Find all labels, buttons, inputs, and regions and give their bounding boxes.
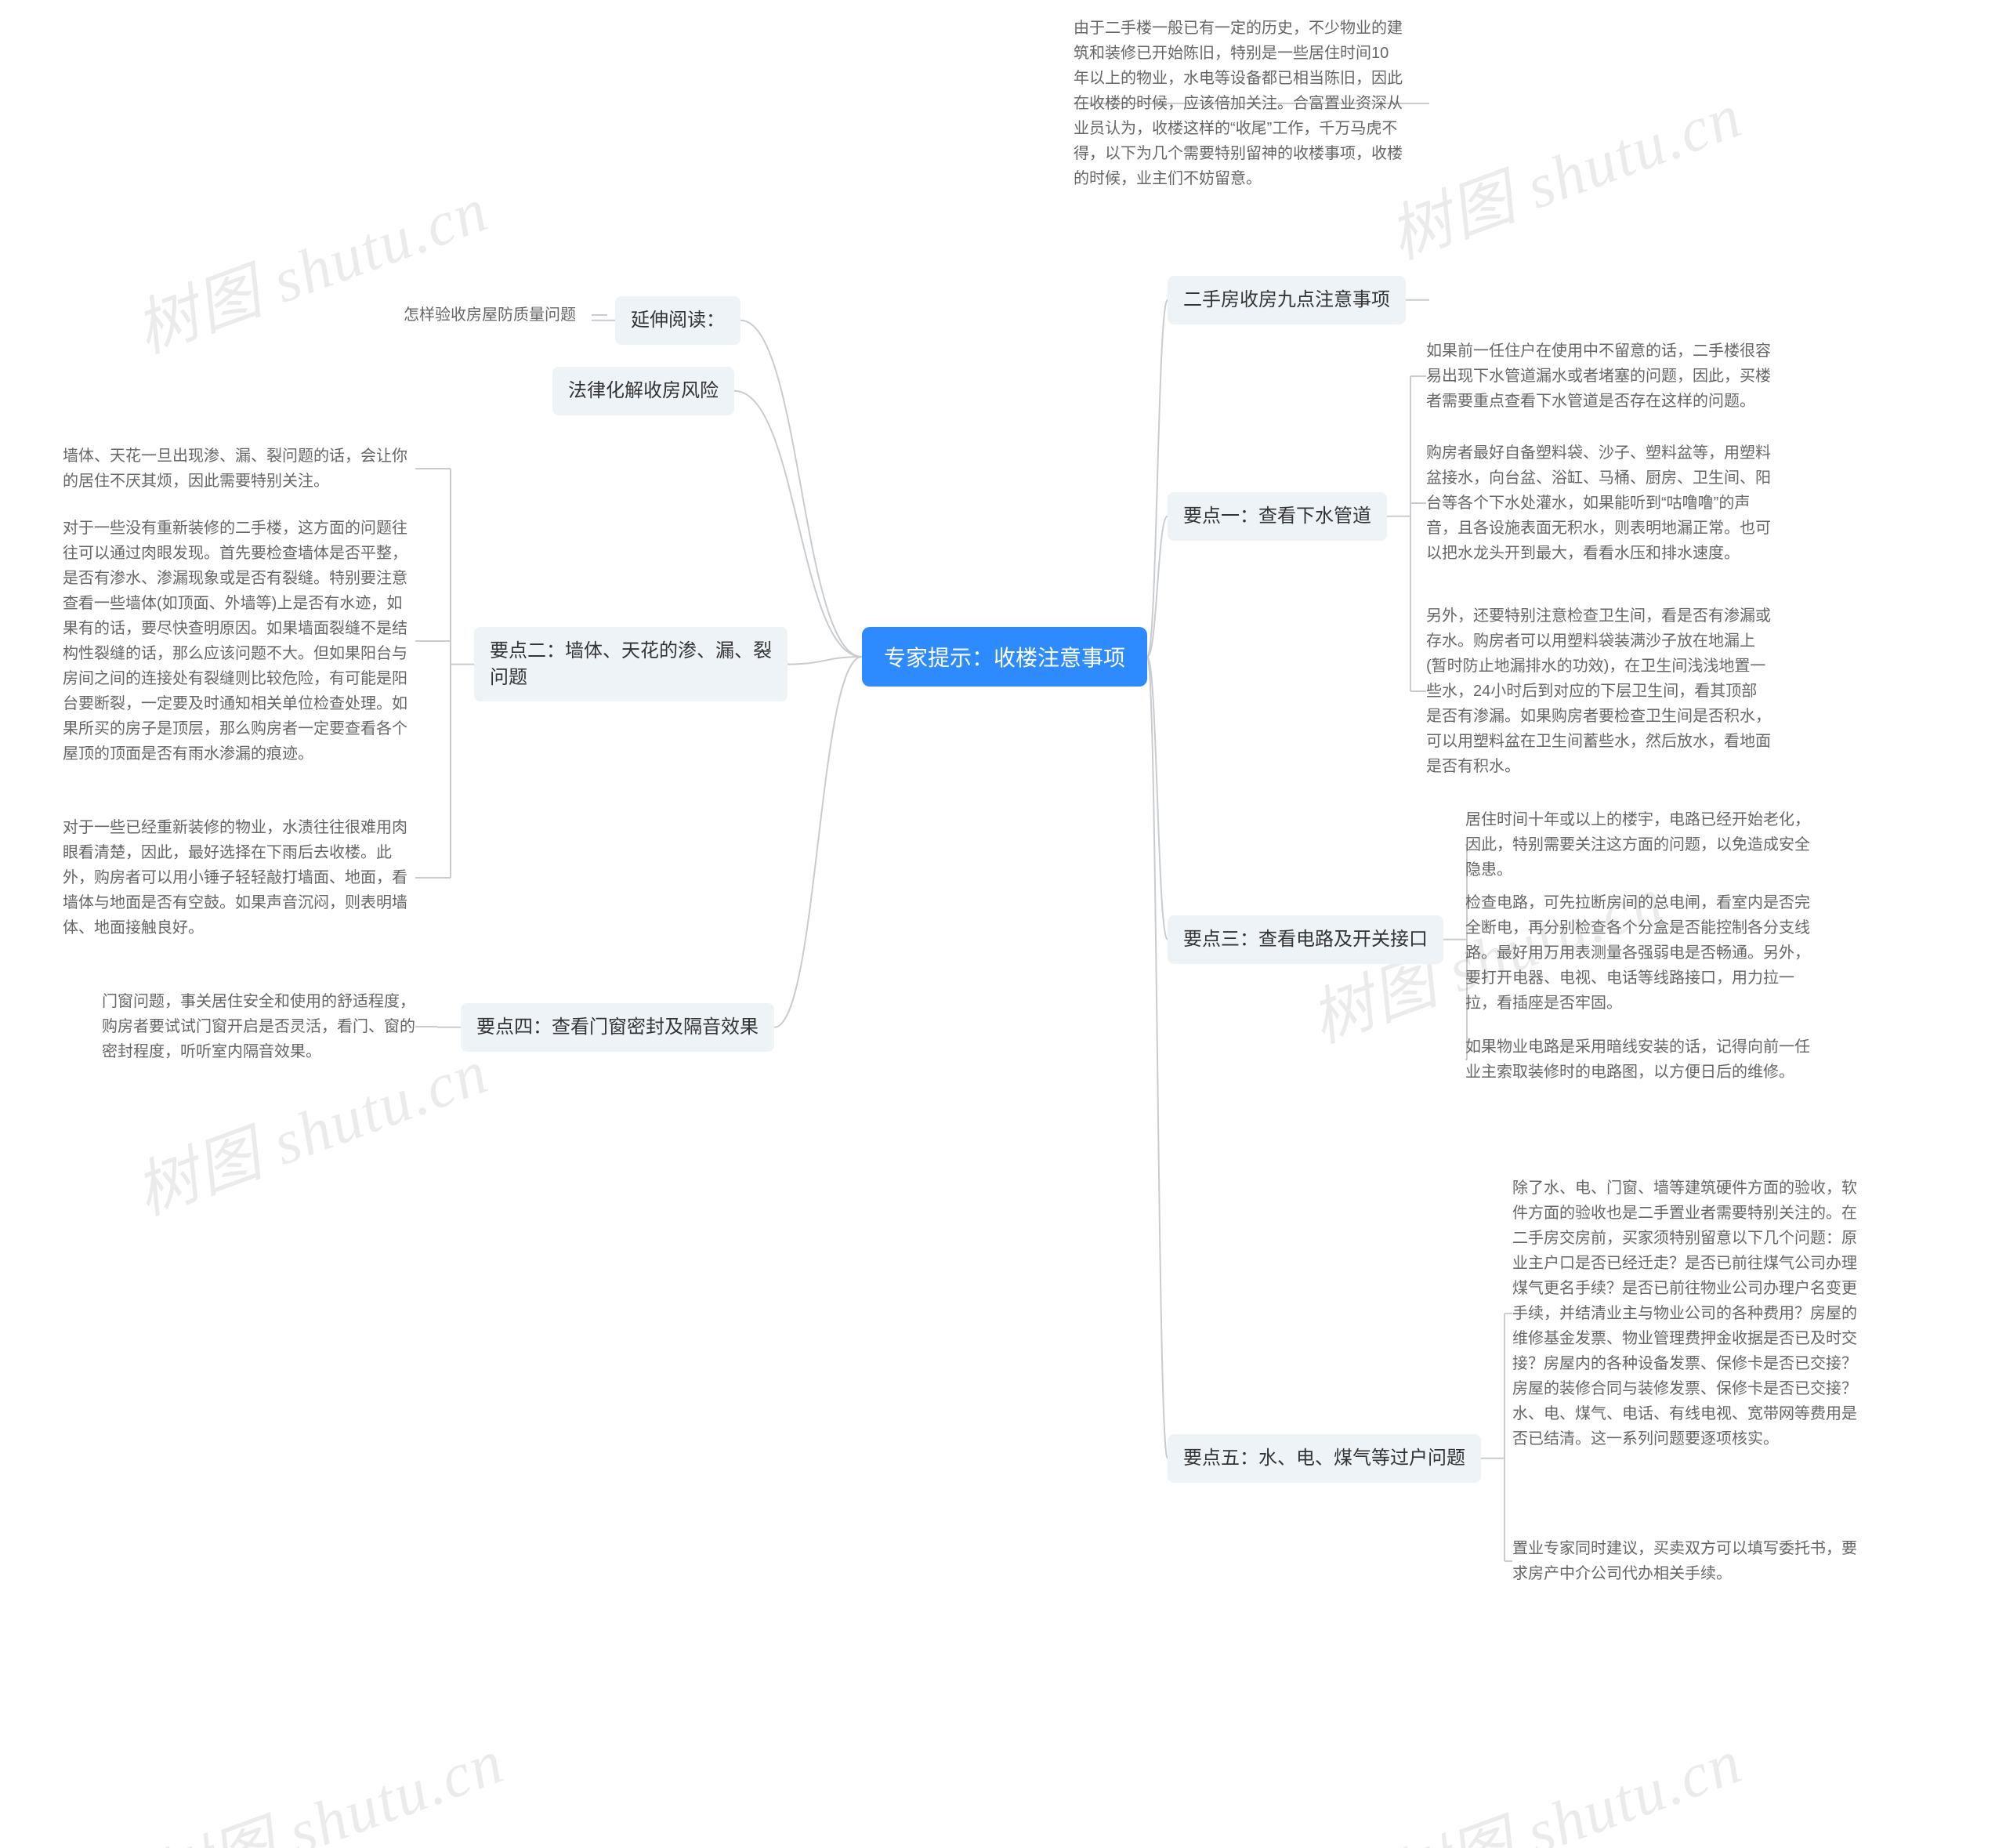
leaf-node: 如果前一任住户在使用中不留意的话，二手楼很容易出现下水管道漏水或者堵塞的问题，因…: [1426, 339, 1771, 414]
watermark: 树图 shutu.cn: [1374, 1711, 1752, 1848]
watermark: 树图 shutu.cn: [1374, 65, 1752, 277]
branch-node[interactable]: 延伸阅读：: [615, 296, 740, 345]
leaf-node: 门窗问题，事关居住安全和使用的舒适程度，购房者要试试门窗开启是否灵活，看门、窗的…: [102, 989, 415, 1064]
branch-node[interactable]: 要点五：水、电、煤气等过户问题: [1168, 1434, 1481, 1483]
leaf-node: 如果物业电路是采用暗线安装的话，记得向前一任业主索取装修时的电路图，以方便日后的…: [1465, 1035, 1810, 1085]
leaf-node: 怎样验收房屋防质量问题: [404, 303, 607, 328]
leaf-node: 置业专家同时建议，买卖双方可以填写委托书，要求房产中介公司代办相关手续。: [1512, 1536, 1865, 1586]
branch-node[interactable]: 要点二：墙体、天花的渗、漏、裂 问题: [474, 627, 788, 701]
leaf-node: 对于一些已经重新装修的物业，水渍往往很难用肉眼看清楚，因此，最好选择在下雨后去收…: [63, 815, 415, 940]
mindmap-canvas: 专家提示：收楼注意事项 树图 shutu.cn 树图 shutu.cn 树图 shu…: [0, 0, 2006, 1848]
branch-node[interactable]: 要点三：查看电路及开关接口: [1168, 915, 1443, 964]
branch-node[interactable]: 要点一：查看下水管道: [1168, 492, 1387, 541]
watermark: 树图 shutu.cn: [136, 1711, 514, 1848]
leaf-node: 居住时间十年或以上的楼宇，电路已经开始老化，因此，特别需要关注这方面的问题，以免…: [1465, 807, 1810, 882]
leaf-node: 对于一些没有重新装修的二手楼，这方面的问题往往可以通过肉眼发现。首先要检查墙体是…: [63, 516, 415, 766]
branch-node[interactable]: 二手房收房九点注意事项: [1168, 276, 1406, 324]
leaf-node: 检查电路，可先拉断房间的总电闸，看室内是否完全断电，再分别检查各个分盒是否能控制…: [1465, 890, 1810, 1016]
leaf-node: 购房者最好自备塑料袋、沙子、塑料盆等，用塑料盆接水，向台盆、浴缸、马桶、厨房、卫…: [1426, 440, 1771, 566]
leaf-node: 除了水、电、门窗、墙等建筑硬件方面的验收，软件方面的验收也是二手置业者需要特别关…: [1512, 1176, 1865, 1451]
leaf-node: 另外，还要特别注意检查卫生间，看是否有渗漏或存水。购房者可以用塑料袋装满沙子放在…: [1426, 603, 1771, 779]
leaf-node: 墙体、天花一旦出现渗、漏、裂问题的话，会让你的居住不厌其烦，因此需要特别关注。: [63, 444, 415, 494]
branch-node[interactable]: 要点四：查看门窗密封及隔音效果: [461, 1003, 774, 1052]
root-node[interactable]: 专家提示：收楼注意事项: [862, 627, 1147, 687]
leaf-node: 由于二手楼一般已有一定的历史，不少物业的建筑和装修已开始陈旧，特别是一些居住时间…: [1074, 16, 1403, 191]
watermark: 树图 shutu.cn: [121, 159, 498, 371]
branch-node[interactable]: 法律化解收房风险: [552, 367, 734, 415]
